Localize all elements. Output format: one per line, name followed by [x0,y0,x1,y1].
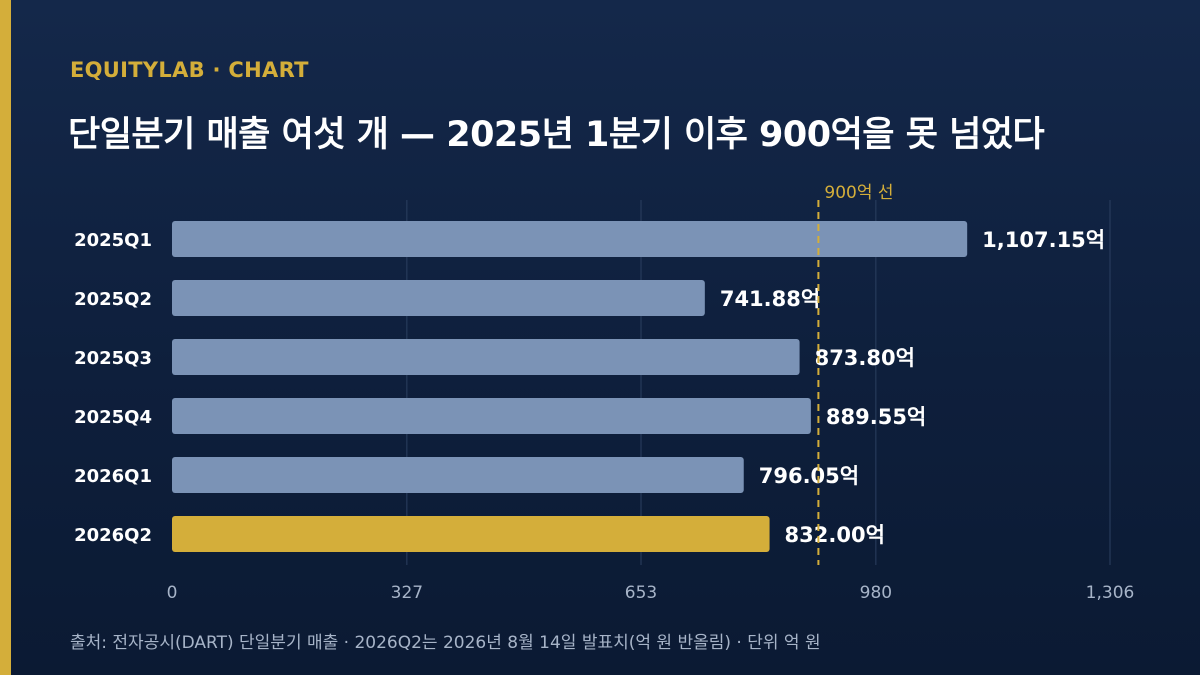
value-label: 873.80억 [815,346,915,370]
category-label: 2025Q4 [74,407,152,428]
value-label: 741.88억 [720,287,820,311]
x-tick-label: 327 [391,583,423,603]
x-tick-label: 980 [860,583,892,603]
value-label: 1,107.15억 [982,228,1105,252]
chart-title: 단일분기 매출 여섯 개 — 2025년 1분기 이후 900억을 못 넘었다 [68,115,1045,155]
bar [172,457,744,493]
bar [172,221,968,257]
value-label: 832.00억 [785,523,885,547]
reference-line-label: 900억 선 [824,183,893,203]
accent-bar [0,0,11,675]
x-tick-label: 653 [625,583,657,603]
value-label: 796.05억 [759,464,859,488]
brand-label: EQUITYLAB · CHART [70,58,309,82]
category-label: 2026Q1 [74,466,152,487]
bar [172,339,800,375]
bar [172,280,705,316]
bar [172,516,770,552]
value-label: 889.55억 [826,405,926,429]
x-tick-label: 1,306 [1086,583,1135,603]
source-note: 출처: 전자공시(DART) 단일분기 매출 · 2026Q2는 2026년 8… [70,633,821,653]
category-label: 2025Q2 [74,289,152,310]
category-label: 2025Q1 [74,230,152,251]
category-label: 2026Q2 [74,525,152,546]
x-tick-label: 0 [167,583,178,603]
category-label: 2025Q3 [74,348,152,369]
bar [172,398,811,434]
